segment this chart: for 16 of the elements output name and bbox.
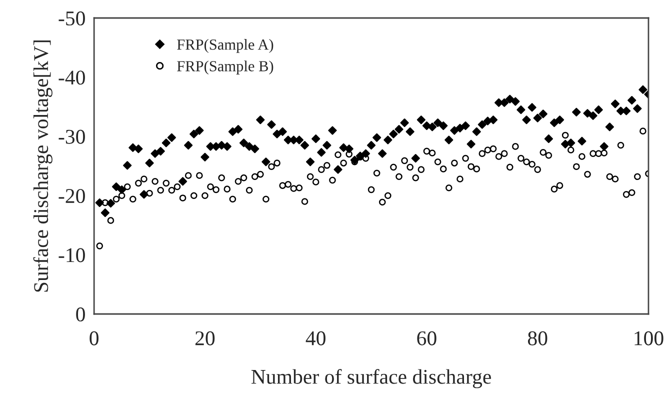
y-tick-label: -20 xyxy=(58,188,85,204)
x-tick-label: 60 xyxy=(417,331,436,346)
y-axis-title: Surface discharge voltage[kV] xyxy=(33,40,52,292)
legend-label: FRP(Sample A) xyxy=(177,39,274,53)
legend-label: FRP(Sample B) xyxy=(177,60,274,74)
x-axis-title: Number of surface discharge xyxy=(251,369,491,388)
y-tick-label: -50 xyxy=(58,11,85,26)
x-tick-label: 20 xyxy=(195,331,215,346)
x-tick-label: 100 xyxy=(634,331,664,346)
y-tick-label: -10 xyxy=(58,248,85,262)
x-tick-label: 40 xyxy=(306,331,326,346)
y-tick-label: -40 xyxy=(58,70,85,85)
y-tick-label: 0 xyxy=(76,307,85,322)
y-tick-label: -30 xyxy=(58,130,85,144)
x-tick-label: 80 xyxy=(528,331,548,346)
x-tick-label: 0 xyxy=(90,331,98,346)
